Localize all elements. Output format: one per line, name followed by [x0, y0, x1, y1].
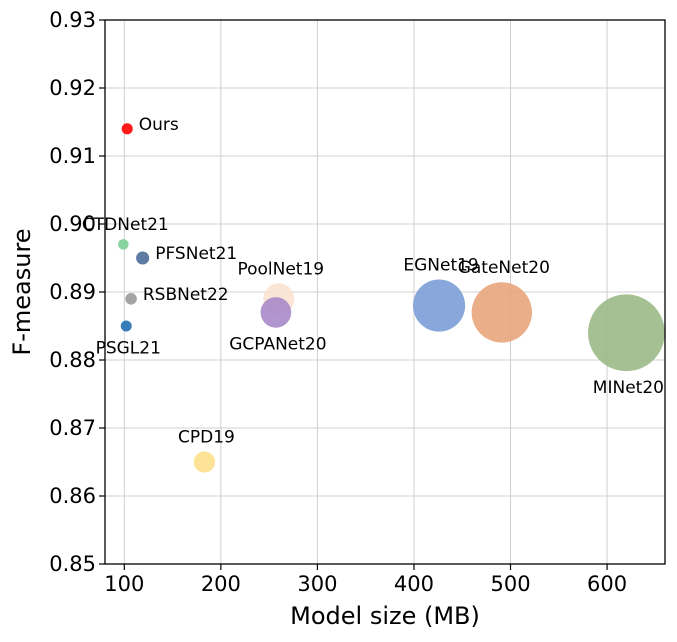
label-cpd19: CPD19 [178, 427, 235, 447]
point-gcpanet20 [260, 297, 292, 328]
label-psgl21: PSGL21 [96, 338, 161, 358]
y-tick-label: 0.93 [49, 8, 96, 32]
label-gatenet20: GateNet20 [458, 258, 550, 278]
point-cpd19 [193, 451, 216, 473]
y-tick-label: 0.86 [49, 484, 96, 508]
x-tick-label: 500 [490, 572, 530, 596]
point-minet20 [588, 294, 665, 372]
label-egnet19: EGNet19 [403, 256, 478, 276]
point-gatenet20 [471, 282, 533, 343]
label-rsbnet22: RSBNet22 [143, 285, 229, 305]
x-tick-label: 100 [104, 572, 144, 596]
axis-ticks: 100 200 300 400 500 600 0.85 0.86 0.87 0.88 0.89 0.… [49, 8, 627, 596]
point-egnet19 [413, 279, 466, 332]
x-tick-label: 400 [394, 572, 434, 596]
point-ours [121, 123, 133, 135]
y-axis-title: F-measure [8, 228, 36, 355]
point-psgl21 [120, 320, 132, 332]
y-tick-label: 0.89 [49, 280, 96, 304]
point-labels: Ours CTDNet21 PFSNet21 RSBNet22 PSGL21 PoolNe… [82, 115, 664, 448]
label-ctdnet21: CTDNet21 [82, 215, 169, 235]
y-tick-label: 0.92 [49, 76, 96, 100]
label-gcpanet20: GCPANet20 [229, 335, 326, 355]
point-ctdnet21 [118, 239, 129, 250]
point-pfsnet21 [136, 251, 150, 265]
x-tick-label: 600 [587, 572, 627, 596]
y-tick-label: 0.85 [49, 552, 96, 576]
point-rsbnet22 [125, 293, 137, 305]
x-tick-label: 200 [201, 572, 241, 596]
label-minet20: MINet20 [593, 378, 664, 398]
y-tick-label: 0.88 [49, 348, 96, 372]
label-poolnet19: PoolNet19 [237, 259, 324, 279]
y-tick-label: 0.91 [49, 144, 96, 168]
label-pfsnet21: PFSNet21 [155, 244, 237, 264]
x-tick-label: 300 [297, 572, 337, 596]
label-ours: Ours [139, 115, 179, 135]
x-axis-title: Model size (MB) [290, 602, 480, 630]
y-tick-label: 0.87 [49, 416, 96, 440]
y-tick-label: 0.90 [49, 212, 96, 236]
data-points [118, 123, 665, 473]
